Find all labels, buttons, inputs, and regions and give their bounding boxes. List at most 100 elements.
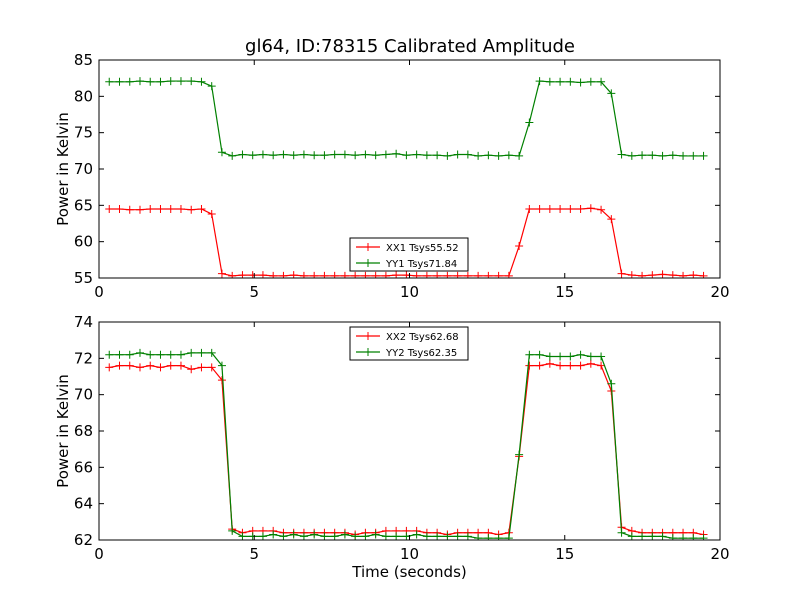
top-series-2-point: [627, 151, 636, 160]
top-x-tick-label: 20: [710, 283, 729, 301]
bottom-x-tick-label: 15: [555, 545, 574, 563]
bottom-series-2-point: [320, 532, 329, 540]
bottom-series-2-point: [607, 379, 616, 388]
bottom-series-2-point: [566, 352, 575, 361]
top-series-1-point: [484, 271, 493, 278]
bottom-series-1-point: [535, 361, 544, 370]
bottom-y-tick-label: 68: [74, 422, 93, 440]
top-series-1-point: [176, 204, 185, 213]
top-series-2-point: [156, 77, 165, 86]
bottom-series-1-point: [156, 363, 165, 372]
bottom-series-2-point: [515, 450, 524, 459]
top-series-2-point: [320, 151, 329, 160]
bottom-series-1-point: [545, 359, 554, 368]
top-series-2-point: [402, 151, 411, 160]
bottom-series-2-point: [248, 532, 257, 540]
top-series-2-point: [105, 77, 114, 86]
bottom-series-2-point: [586, 352, 595, 361]
top-data-area: [105, 77, 708, 278]
top-series-2-point: [217, 148, 226, 157]
top-series-1-point: [228, 271, 237, 278]
top-series-1-point: [504, 271, 513, 278]
bottom-series-2-point: [392, 532, 401, 540]
bottom-series-2-point: [289, 530, 298, 539]
bottom-series-2-point: [371, 530, 380, 539]
top-y-axis-label: Power in Kelvin: [54, 112, 72, 226]
top-series-2-point: [638, 151, 647, 160]
bottom-series-2-point: [525, 350, 534, 359]
bottom-series-2-point: [146, 350, 155, 359]
top-x-tick-label: 0: [94, 283, 104, 301]
bottom-y-tick-label: 72: [74, 349, 93, 367]
bottom-series-2-point: [474, 534, 483, 540]
bottom-series-1-point: [566, 361, 575, 370]
top-series-2-point: [412, 150, 421, 159]
top-series-1-point: [105, 204, 114, 213]
top-series-1-point: [607, 215, 616, 224]
top-series-1-point: [146, 204, 155, 213]
bottom-series-2-point: [135, 348, 144, 357]
top-series-2-point: [545, 77, 554, 86]
top-series-1-point: [566, 204, 575, 213]
top-series-2-point: [576, 78, 585, 87]
top-series-1-point: [115, 204, 124, 213]
top-series-1-point: [433, 271, 442, 278]
chart-title: gl64, ID:78315 Calibrated Amplitude: [245, 36, 575, 57]
top-series-2-point: [648, 151, 657, 160]
bottom-series-2-point: [597, 352, 606, 361]
bottom-series-1-point: [556, 361, 565, 370]
top-series-2-point: [125, 77, 134, 86]
top-series-2-point: [238, 150, 247, 159]
bottom-series-1-point: [586, 359, 595, 368]
bottom-series-2-point: [556, 352, 565, 361]
top-series-1-point: [586, 204, 595, 213]
bottom-series-2-point: [217, 361, 226, 370]
bottom-series-1-point: [125, 361, 134, 370]
top-y-tick-label: 65: [74, 196, 93, 214]
top-series-1-point: [320, 271, 329, 278]
bottom-legend-label: YY2 Tsys62.35: [385, 348, 457, 359]
top-series-2-point: [474, 151, 483, 160]
top-legend: XX1 Tsys55.52 YY1 Tsys71.84: [349, 237, 469, 272]
top-legend-box: [349, 237, 469, 272]
top-y-tick-label: 85: [74, 51, 93, 69]
top-series-1-point: [576, 204, 585, 213]
bottom-series-2-point: [463, 532, 472, 540]
top-series-2-point: [392, 149, 401, 158]
bottom-y-tick-label: 66: [74, 458, 93, 476]
top-series-1-point: [658, 270, 667, 278]
bottom-series-2-point: [433, 532, 442, 540]
top-series-2-point: [115, 77, 124, 86]
bottom-series-2-point: [658, 532, 667, 540]
top-series-1-point: [269, 271, 278, 278]
bottom-legend-marker: [364, 348, 372, 356]
top-series-2-point: [689, 151, 698, 160]
top-series-2-point: [166, 77, 175, 86]
top-series-1-point: [197, 204, 206, 213]
top-series-2-point: [699, 151, 708, 160]
bottom-series-2-point: [207, 348, 216, 357]
bottom-series-2-point: [228, 526, 237, 535]
top-series-1-point: [525, 204, 534, 213]
bottom-series-2-point: [238, 532, 247, 540]
bottom-series-1-point: [207, 363, 216, 372]
bottom-series-1-point: [146, 361, 155, 370]
bottom-series-2-point: [166, 350, 175, 359]
bottom-series-2-point: [299, 532, 308, 540]
top-series-1-point: [310, 271, 319, 278]
top-series-1-point: [351, 271, 360, 278]
bottom-series-1-point: [115, 361, 124, 370]
top-series-2-point: [525, 118, 534, 127]
top-series-1-point: [135, 205, 144, 214]
bottom-series-2-point: [453, 532, 462, 540]
bottom-x-tick-label: 0: [94, 545, 104, 563]
top-series-1-point: [340, 271, 349, 278]
top-series-1-point: [187, 205, 196, 214]
top-series-1-point: [279, 271, 288, 278]
bottom-series-2-point: [176, 350, 185, 359]
bottom-x-axis-label: Time (seconds): [351, 563, 467, 581]
top-series-1-point: [545, 204, 554, 213]
top-series-1-point: [535, 204, 544, 213]
top-series-1-point: [330, 271, 339, 278]
bottom-series-1-point: [197, 363, 206, 372]
